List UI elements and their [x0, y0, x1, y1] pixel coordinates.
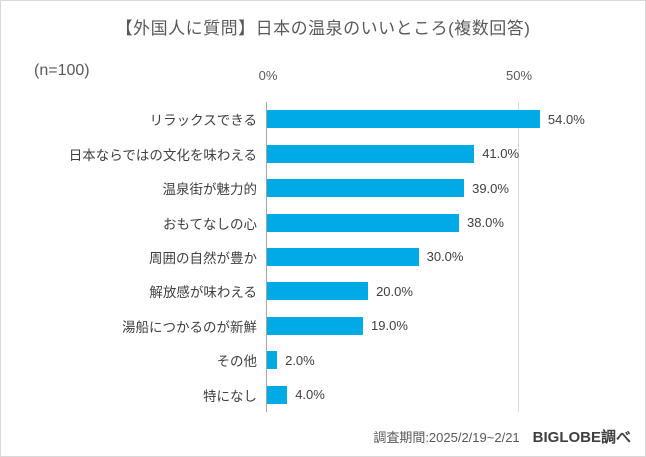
chart-title: 【外国人に質問】日本の温泉のいいところ(複数回答) [115, 19, 531, 38]
bar [267, 213, 460, 232]
bar-row: その他 2.0% [1, 343, 645, 377]
bar-track: 2.0% [267, 351, 645, 370]
value-label: 30.0% [426, 249, 464, 265]
bar [267, 247, 419, 266]
bar-row: 特になし 4.0% [1, 378, 645, 412]
value-label: 38.0% [467, 215, 504, 230]
bar-row: 解放感が味わえる 20.0% [1, 274, 645, 308]
bar-row: 周囲の自然が豊か 30.0% [1, 240, 645, 274]
gridline-50-percent [518, 102, 519, 412]
category-label: 解放感が味わえる [149, 285, 257, 301]
bar [267, 179, 465, 198]
bar-track: 54.0% [267, 110, 645, 129]
bar-row: リラックスできる 54.0% [1, 102, 645, 136]
category-label: リラックスできる [149, 113, 257, 129]
bar-track: 38.0% [267, 213, 645, 232]
category-label: おもてなしの心 [163, 216, 257, 232]
category-label: 特になし [203, 388, 257, 404]
bar-row: おもてなしの心 38.0% [1, 205, 645, 239]
category-label: 温泉街が魅力的 [162, 182, 258, 198]
value-label: 2.0% [285, 352, 315, 368]
bar [267, 110, 540, 129]
bar [267, 282, 369, 301]
plot-area: リラックスできる 54.0% 日本ならではの文化を味わえる 41.0% 温泉街が魅力的 3… [1, 102, 645, 412]
bar [267, 385, 288, 404]
bar-row: 日本ならではの文化を味わえる 41.0% [1, 136, 645, 170]
category-label: 日本ならではの文化を味わえる [68, 147, 257, 163]
y-axis-line [266, 102, 267, 412]
category-label: その他 [216, 354, 258, 370]
value-label: 41.0% [482, 146, 520, 162]
source-credit-label: BIGLOBE調べ [532, 429, 631, 446]
x-axis-tick-0: 0% [258, 68, 278, 83]
sample-size-label: (n=100) [34, 62, 90, 79]
x-axis-tick-50: 50% [505, 68, 533, 83]
bar-track: 19.0% [267, 316, 645, 335]
footer: 調査期間:2025/2/19~2/21 BIGLOBE調べ [373, 426, 631, 447]
value-label: 19.0% [371, 318, 408, 334]
bar [267, 351, 278, 370]
bar-track: 30.0% [267, 247, 645, 266]
value-label: 54.0% [547, 111, 585, 127]
bar [267, 316, 364, 335]
survey-period-label: 調査期間:2025/2/19~2/21 [373, 430, 520, 445]
value-label: 4.0% [295, 387, 325, 403]
bar-row: 湯船につかるのが新鮮 19.0% [1, 309, 645, 343]
bar-track: 4.0% [267, 385, 645, 404]
value-label: 20.0% [376, 283, 413, 299]
bar [267, 144, 475, 163]
bar-track: 39.0% [267, 179, 645, 198]
category-label: 周囲の自然が豊か [149, 250, 257, 266]
bar-track: 20.0% [267, 282, 645, 301]
bar-row: 温泉街が魅力的 39.0% [1, 171, 645, 205]
value-label: 39.0% [472, 180, 509, 196]
category-label: 湯船につかるのが新鮮 [122, 319, 257, 335]
bar-track: 41.0% [267, 144, 645, 163]
